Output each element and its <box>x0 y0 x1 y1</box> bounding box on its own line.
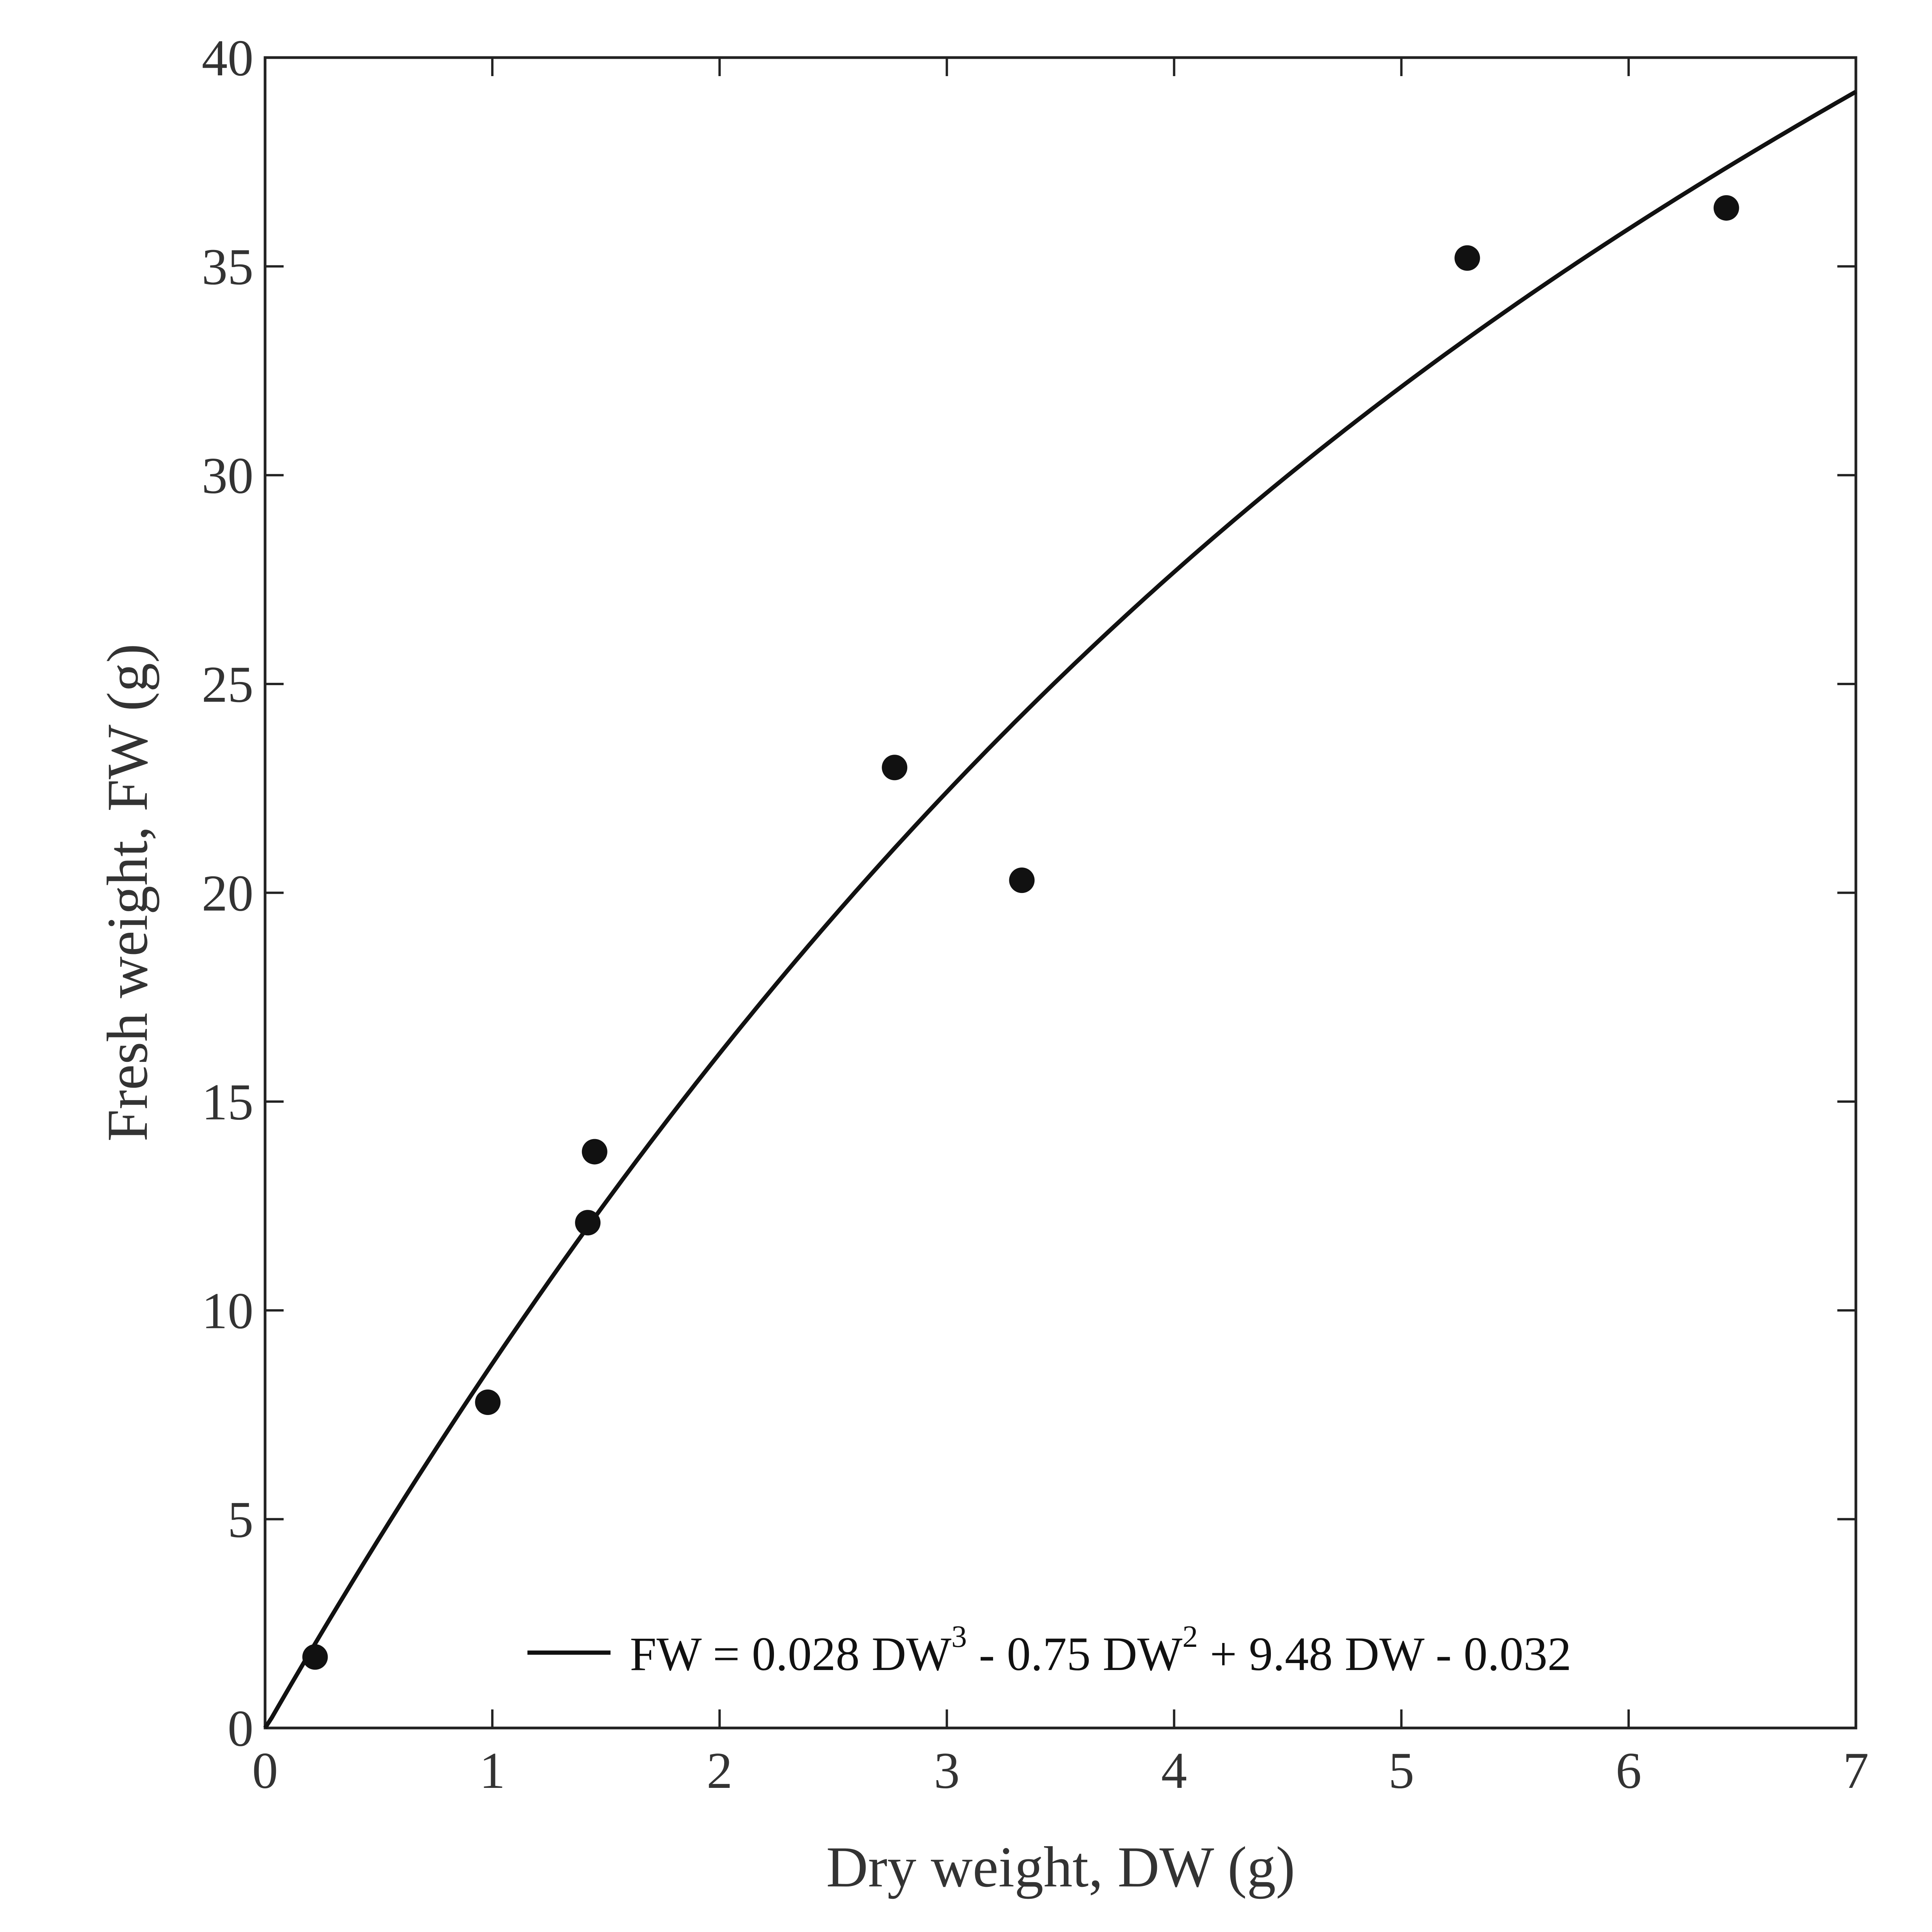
y-tick-label: 0 <box>228 1700 253 1757</box>
data-point <box>475 1389 501 1415</box>
x-tick-label: 0 <box>252 1742 278 1799</box>
data-point <box>302 1644 328 1670</box>
y-tick-label: 40 <box>202 29 253 87</box>
data-point <box>575 1210 601 1236</box>
x-tick-label: 6 <box>1616 1742 1641 1799</box>
y-tick-label: 35 <box>202 238 253 295</box>
tick-labels: 0 1 2 3 4 5 6 7 0 5 10 15 20 25 30 35 40 <box>202 29 1869 1799</box>
data-point <box>1009 867 1035 893</box>
y-tick-label: 20 <box>202 865 253 922</box>
y-tick-label: 25 <box>202 656 253 713</box>
x-tick-label: 1 <box>480 1742 505 1799</box>
fit-curve <box>263 90 1857 1730</box>
x-tick-label: 2 <box>707 1742 733 1799</box>
y-axis-label: Fresh weight, FW (g) <box>95 644 160 1142</box>
axis-ticks <box>264 56 1857 1729</box>
y-tick-label: 30 <box>202 447 253 504</box>
data-point <box>882 755 908 781</box>
x-tick-label: 5 <box>1388 1742 1414 1799</box>
x-tick-label: 3 <box>934 1742 960 1799</box>
y-tick-label: 5 <box>228 1491 253 1548</box>
legend: FW = 0.028 DW3 - 0.75 DW2 + 9.48 DW - 0.… <box>527 1620 1571 1680</box>
data-point <box>1454 245 1480 271</box>
y-tick-label: 10 <box>202 1282 253 1339</box>
plot-area <box>264 56 1857 1730</box>
x-axis-label: Dry weight, DW (g) <box>826 1835 1295 1899</box>
legend-entry-fit: FW = 0.028 DW3 - 0.75 DW2 + 9.48 DW - 0.… <box>630 1620 1571 1680</box>
data-points <box>302 195 1739 1670</box>
data-point <box>582 1139 607 1165</box>
data-point <box>1713 195 1739 221</box>
y-tick-label: 15 <box>202 1073 253 1131</box>
x-tick-label: 4 <box>1161 1742 1187 1799</box>
x-tick-label: 7 <box>1843 1742 1869 1799</box>
